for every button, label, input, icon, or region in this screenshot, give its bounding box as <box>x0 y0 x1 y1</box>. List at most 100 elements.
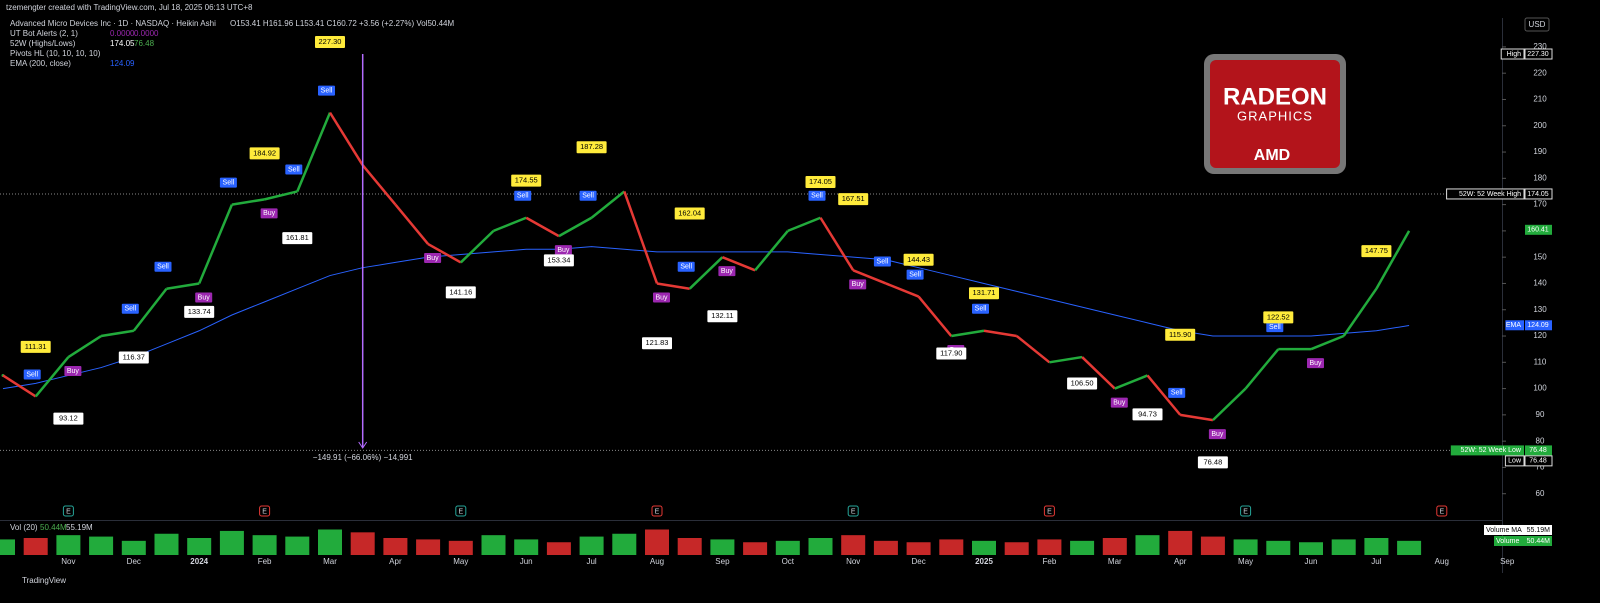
price-segment <box>1180 413 1214 422</box>
volume-bar <box>1168 530 1193 555</box>
pivot-label: 94.73 <box>1138 409 1157 418</box>
x-tick-label: Jul <box>586 557 596 566</box>
tag-value: 55.19M <box>1527 527 1551 534</box>
pivot-label: 122.52 <box>1267 312 1290 321</box>
y-tick-label: 130 <box>1533 305 1547 314</box>
tag-label: Volume MA <box>1486 527 1522 534</box>
signal-label: Sell <box>877 258 889 265</box>
y-tick-label: 210 <box>1533 95 1547 104</box>
x-tick-label: Oct <box>782 557 795 566</box>
volume-bar <box>23 538 48 555</box>
price-segment <box>166 282 200 290</box>
volume-bar <box>154 533 179 555</box>
axis-tag-value: 124.09 <box>1527 322 1549 329</box>
price-segment <box>1244 348 1280 390</box>
indicator-value: 0.0000 <box>110 29 135 38</box>
signal-box <box>154 261 172 272</box>
volume-bar <box>89 536 114 555</box>
pivot-label: 116.37 <box>123 353 145 362</box>
signal-box <box>424 253 442 264</box>
volume-bar <box>318 529 342 555</box>
price-segment <box>67 334 102 359</box>
signal-label: Buy <box>852 281 865 288</box>
signal-label: Buy <box>198 294 211 301</box>
price-segment <box>852 269 887 285</box>
signal-label: Buy <box>655 294 668 301</box>
pivot-label: 133.74 <box>188 307 211 316</box>
earnings-label: E <box>1047 508 1052 515</box>
pivot-label: 93.12 <box>59 414 78 423</box>
x-tick-label: Dec <box>911 557 925 566</box>
pivot-box <box>707 310 738 323</box>
y-tick-label: 140 <box>1533 279 1547 288</box>
axis-tag-name-box <box>1500 48 1525 60</box>
axis-tag-value: 76.48 <box>1529 458 1547 465</box>
x-tick-label: May <box>1238 557 1253 566</box>
price-segment <box>328 111 364 166</box>
footer: TradingView <box>22 576 66 585</box>
signal-box <box>260 208 278 219</box>
signal-label: Buy <box>1113 399 1126 406</box>
volume-bar <box>1331 539 1356 555</box>
earnings-box <box>847 505 859 517</box>
volume-bar <box>579 536 604 555</box>
earnings-label: E <box>851 508 856 515</box>
volume-bar <box>219 530 244 555</box>
axis-tag-name-box <box>1450 445 1524 456</box>
y-tick-label: 200 <box>1533 121 1547 130</box>
volume-bar <box>710 539 735 555</box>
signal-box <box>873 256 891 267</box>
signal-label: Buy <box>721 268 734 275</box>
signal-label: Buy <box>427 255 440 262</box>
pane-border <box>0 520 1502 521</box>
price-segment <box>34 356 70 398</box>
price-segment <box>721 256 756 272</box>
volume-ma: 55.19M <box>66 523 93 532</box>
ohlc: O153.41 H161.96 L153.41 C160.72 +3.56 (+… <box>230 19 455 28</box>
axis-tag-name: EMA <box>1506 322 1522 329</box>
signal-box <box>318 85 335 96</box>
x-tick-label: Sep <box>715 557 730 566</box>
volume-bar <box>1299 542 1323 555</box>
price-segment <box>264 190 298 201</box>
x-tick-label: 2024 <box>190 557 208 566</box>
volume-bar <box>873 540 898 555</box>
volume-bar <box>0 539 15 555</box>
earnings-label: E <box>655 508 660 515</box>
y-tick-label: 90 <box>1536 410 1545 419</box>
earnings-box <box>455 505 467 517</box>
price-segment <box>688 256 724 290</box>
volume-bar <box>383 538 408 555</box>
signal-label: Buy <box>1309 360 1322 367</box>
earnings-box <box>1436 505 1448 517</box>
signal-box <box>677 261 695 272</box>
axis-tag <box>1525 320 1552 331</box>
pivot-box <box>118 351 149 364</box>
signal-box <box>808 190 826 201</box>
pivot-label: 174.05 <box>809 177 832 186</box>
signal-label: Sell <box>582 193 594 200</box>
volume-bar <box>939 539 964 555</box>
axis-tag-name-box <box>1505 320 1524 331</box>
pivot-label: 111.31 <box>25 342 47 351</box>
signal-box <box>653 292 670 303</box>
signal-label: Sell <box>517 193 529 200</box>
signal-box <box>121 303 139 314</box>
volume-bar <box>56 535 81 555</box>
pivot-box <box>576 141 607 154</box>
signal-box <box>219 177 237 188</box>
pivot-box <box>543 254 574 267</box>
volume-last: 50.44M <box>40 523 67 532</box>
pivot-box <box>1263 311 1294 324</box>
signal-label: Sell <box>680 264 692 271</box>
earnings-label: E <box>1243 508 1248 515</box>
price-segment <box>656 282 690 290</box>
volume-bar <box>645 529 669 555</box>
signal-label: Sell <box>157 264 169 271</box>
y-tick-label: 100 <box>1533 384 1547 393</box>
price-segment <box>1342 288 1378 337</box>
signal-box <box>1110 397 1128 408</box>
price-segment <box>819 217 855 271</box>
volume-bar <box>1102 538 1127 555</box>
tag-box <box>1484 525 1552 535</box>
